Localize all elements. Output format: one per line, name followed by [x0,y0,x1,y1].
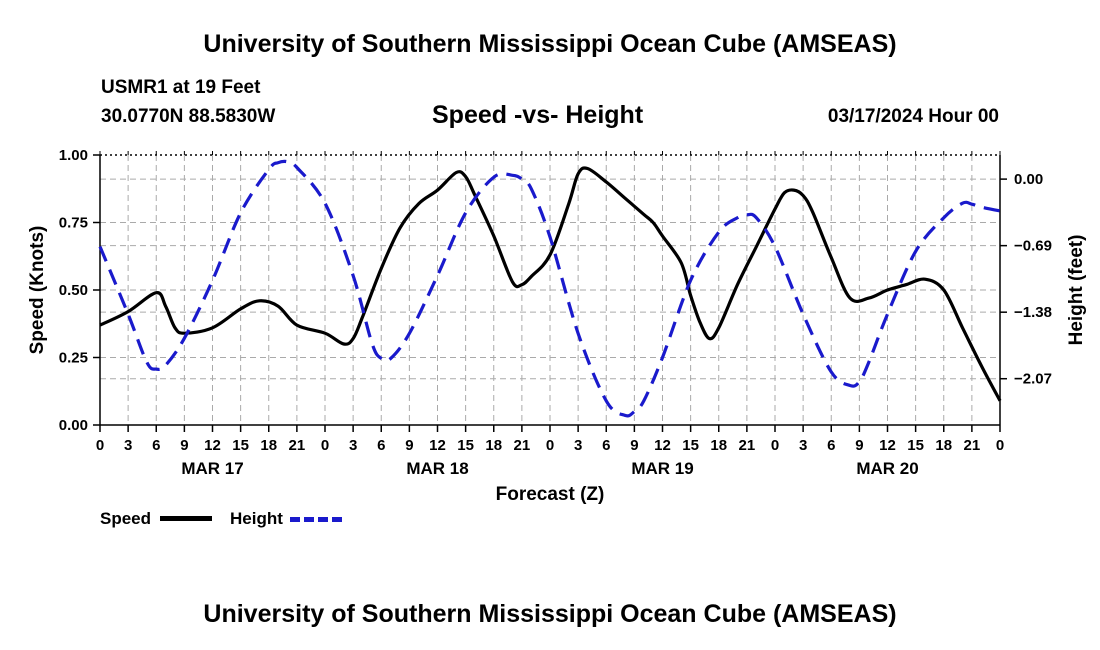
x-tick-label: 3 [799,437,807,454]
x-tick-label: 18 [485,437,502,454]
x-tick-label: 21 [514,437,531,454]
x-tick-label: 15 [457,437,474,454]
x-axis-title: Forecast (Z) [496,484,605,505]
x-tick-label: 3 [349,437,357,454]
x-day-label: MAR 19 [631,459,693,478]
x-tick-label: 12 [654,437,671,454]
legend-height-label: Height [230,509,283,528]
x-tick-label: 15 [232,437,249,454]
x-tick-label: 3 [124,437,132,454]
x-tick-label: 0 [96,437,104,454]
x-tick-label: 21 [964,437,981,454]
x-tick-label: 12 [204,437,221,454]
x-tick-label: 0 [546,437,554,454]
x-day-label: MAR 17 [181,459,243,478]
y-left-axis-title: Speed (Knots) [27,226,48,355]
x-tick-label: 6 [827,437,835,454]
x-tick-label: 9 [405,437,413,454]
x-day-label: MAR 20 [856,459,918,478]
chart-main-title: University of Southern Mississippi Ocean… [203,30,897,58]
x-tick-label: 6 [152,437,160,454]
x-tick-label: 6 [377,437,385,454]
y-left-tick-label: 1.00 [59,147,88,164]
x-tick-label: 15 [907,437,924,454]
x-tick-label: 12 [429,437,446,454]
footer-title: University of Southern Mississippi Ocean… [203,600,897,628]
y-left-tick-label: 0.75 [59,215,88,232]
y-left-tick-label: 0.00 [59,417,88,434]
y-left-tick-label: 0.25 [59,350,88,367]
y-right-tick-label: −0.69 [1014,238,1052,255]
station-label: USMR1 at 19 Feet [101,77,261,98]
legend-speed-swatch [160,516,212,521]
legend-height-swatch [290,517,342,522]
speed-series-line [99,166,1002,402]
x-tick-label: 9 [630,437,638,454]
x-tick-label: 18 [260,437,277,454]
x-tick-label: 0 [996,437,1004,454]
x-tick-label: 18 [935,437,952,454]
x-tick-label: 9 [855,437,863,454]
x-tick-label: 9 [180,437,188,454]
y-right-tick-label: −2.07 [1014,371,1052,388]
chart-subtitle: Speed -vs- Height [432,101,644,129]
x-day-label: MAR 18 [406,459,468,478]
x-tick-label: 15 [682,437,699,454]
x-tick-label: 21 [289,437,306,454]
x-tick-label: 3 [574,437,582,454]
x-tick-label: 18 [710,437,727,454]
y-right-tick-label: 0.00 [1014,171,1043,188]
coordinates-label: 30.0770N 88.5830W [101,106,276,127]
x-tick-label: 0 [771,437,779,454]
x-tick-label: 6 [602,437,610,454]
x-tick-label: 21 [739,437,756,454]
forecast-datetime: 03/17/2024 Hour 00 [827,106,999,127]
y-right-axis-title: Height (feet) [1066,235,1087,346]
y-left-tick-label: 0.50 [59,282,88,299]
x-tick-label: 12 [879,437,896,454]
x-tick-label: 0 [321,437,329,454]
y-right-tick-label: −1.38 [1014,304,1052,321]
legend-speed-label: Speed [100,509,152,528]
height-series-line [98,159,1001,418]
